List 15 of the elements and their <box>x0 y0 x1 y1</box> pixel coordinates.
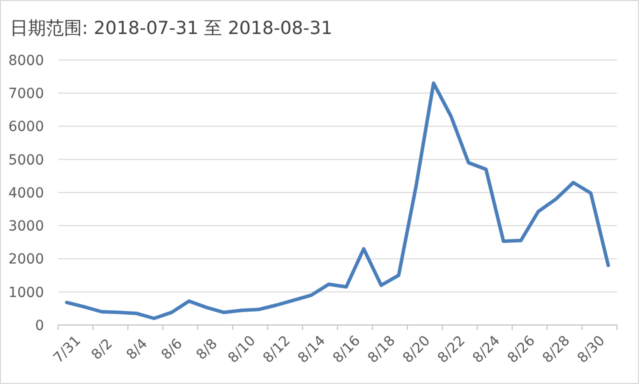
x-tick-label: 8/4 <box>124 336 151 364</box>
y-tick-label: 4000 <box>8 185 44 202</box>
y-tick-label: 7000 <box>8 86 44 102</box>
x-tick-label: 8/2 <box>88 336 116 364</box>
x-tick-label: 8/6 <box>158 336 186 364</box>
y-tick-label: 0 <box>35 318 44 334</box>
chart-title: 日期范围: 2018-07-31 至 2018-08-31 <box>10 18 332 39</box>
y-tick-label: 5000 <box>8 152 44 168</box>
y-tick-label: 6000 <box>8 119 44 136</box>
y-tick-label: 1000 <box>8 284 44 301</box>
y-tick-label: 3000 <box>8 218 44 235</box>
x-tick-label: 8/8 <box>194 336 221 364</box>
y-tick-label: 2000 <box>8 252 44 268</box>
line-series <box>64 81 610 320</box>
y-tick-label: 8000 <box>8 52 44 69</box>
